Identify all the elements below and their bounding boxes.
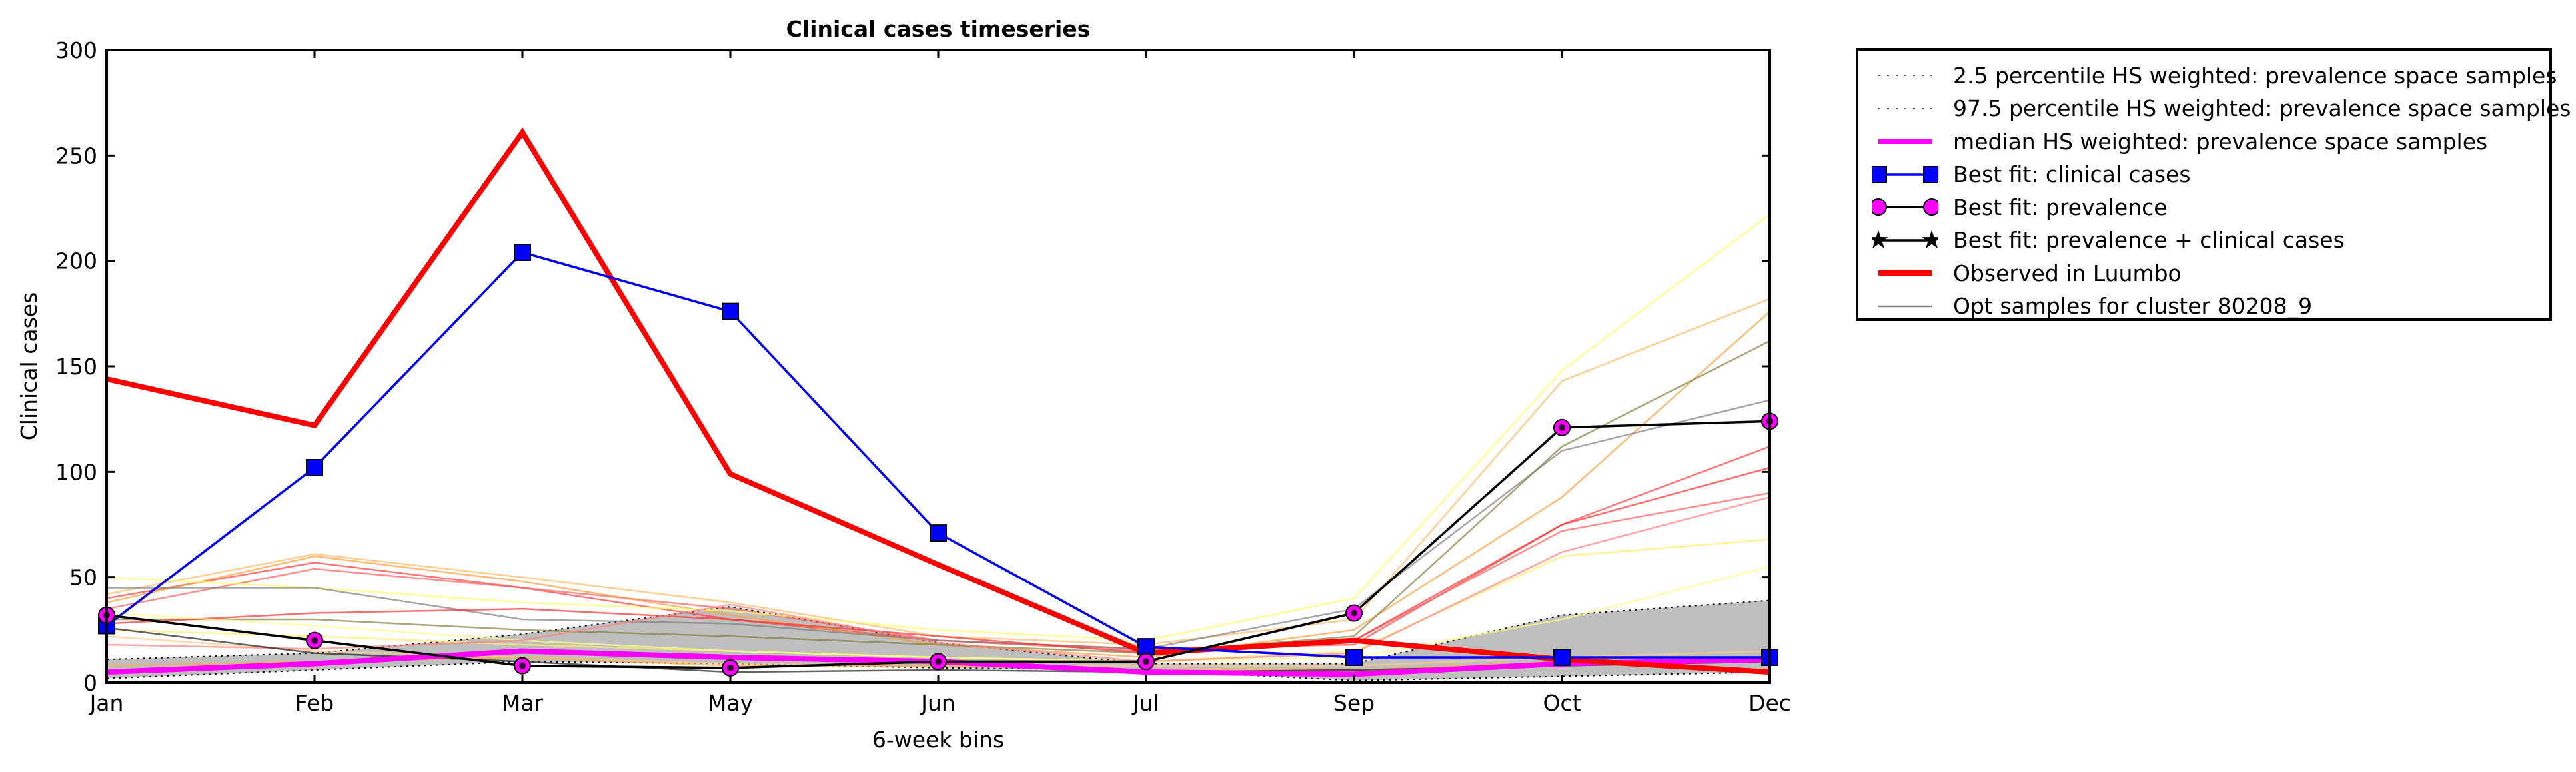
x-axis-label: 6-week bins (872, 727, 1004, 753)
legend-marker: ★ (1920, 225, 1938, 254)
best-fit-clinical-point (306, 459, 323, 476)
axes: Jan Feb Mar May Jun Jul Sep Oct Dec 0 50 100 150 200 2… (55, 37, 1791, 716)
legend-item: Opt samples for cluster 80208_9 (1872, 290, 2312, 323)
sample-line-7 (106, 466, 1770, 654)
y-tick-label: 200 (55, 248, 97, 274)
legend-item: Best fit: prevalence (1872, 191, 2168, 224)
legend-swatch (1878, 107, 1932, 109)
legend-swatch (1872, 198, 1938, 216)
best-fit-clinical-line (105, 251, 1770, 659)
legend-swatch (1878, 139, 1932, 144)
legend-label: Opt samples for cluster 80208_9 (1953, 293, 2313, 319)
sample-line-12 (106, 496, 1770, 663)
y-axis-label: Clinical cases (16, 292, 42, 441)
best-fit-combined-star-point (1351, 609, 1357, 617)
legend-swatch (1878, 75, 1932, 76)
x-tick-label: Oct (1543, 690, 1581, 716)
best-fit-combined-star-point (727, 664, 734, 671)
best-fit-combined-star-point (519, 662, 526, 669)
best-fit-combined-star-point (1143, 658, 1149, 665)
best-fit-clinical-point (1137, 638, 1155, 656)
percentile-2-5-line (106, 661, 1770, 681)
best-fit-clinical-point (930, 524, 947, 542)
legend-label: Best fit: clinical cases (1953, 161, 2191, 187)
best-fit-clinical-point (1345, 649, 1363, 666)
chart: Clinical cases timeseries Jan Feb Mar May Ju… (16, 16, 1791, 753)
legend-marker (1923, 165, 1938, 183)
legend-item: median HS weighted: prevalence space sam… (1872, 125, 2487, 158)
x-tick-label: Feb (295, 690, 334, 716)
x-tick-label: Mar (502, 690, 544, 716)
legend-marker (1923, 198, 1938, 216)
x-tick-label: Jan (89, 690, 124, 716)
legend-item: Best fit: clinical cases (1872, 158, 2191, 191)
best-fit-clinical-point (514, 244, 531, 261)
best-fit-combined-star-point (1559, 424, 1565, 431)
legend-marker (1872, 165, 1887, 183)
y-tick-label: 100 (55, 459, 97, 485)
y-tick-label: 50 (69, 565, 97, 591)
legend-item: 97.5 percentile HS weighted: prevalence … (1872, 92, 2571, 125)
best-fit-combined-star-point (935, 658, 942, 665)
legend-item: 2.5 percentile HS weighted: prevalence s… (1872, 59, 2557, 92)
y-tick-label: 300 (55, 37, 97, 63)
legend-item: Observed in Luumbo (1872, 256, 2182, 290)
legend: 2.5 percentile HS weighted: prevalence s… (1856, 48, 2571, 323)
legend-swatch (1878, 305, 1932, 307)
legend-label: median HS weighted: prevalence space sam… (1953, 128, 2488, 155)
sample-line-3 (106, 298, 1770, 646)
y-tick-label: 150 (55, 354, 97, 380)
plot-area (98, 127, 1778, 681)
y-tick-label: 250 (55, 143, 97, 169)
legend-label: 97.5 percentile HS weighted: prevalence … (1953, 95, 2571, 121)
legend-label: Best fit: prevalence + clinical cases (1953, 227, 2345, 253)
chart-title: Clinical cases timeseries (786, 16, 1091, 42)
sample-line-5 (107, 399, 1770, 650)
best-fit-combined-star-point (311, 637, 318, 644)
legend-label: 2.5 percentile HS weighted: prevalence s… (1953, 62, 2557, 89)
legend-item: ★ ★ Best fit: prevalence + clinical cases (1872, 224, 2345, 257)
legend-label: Observed in Luumbo (1953, 260, 2182, 286)
legend-swatch: ★ ★ (1872, 225, 1938, 254)
x-tick-label: May (708, 690, 753, 716)
x-tick-label: Jul (1131, 690, 1159, 716)
x-tick-label: Sep (1333, 690, 1375, 716)
best-fit-clinical-point (722, 302, 739, 320)
legend-swatch (1878, 270, 1932, 276)
best-fit-clinical-point (1553, 649, 1571, 666)
y-tick-label: 0 (83, 670, 97, 696)
legend-swatch (1872, 165, 1938, 183)
legend-label: Best fit: prevalence (1953, 194, 2168, 220)
legend-marker (1872, 198, 1887, 216)
sample-line-4 (106, 214, 1770, 641)
x-tick-label: Dec (1748, 690, 1791, 716)
observed-line (106, 127, 1770, 675)
legend-marker: ★ (1872, 225, 1890, 254)
sample-line-6 (107, 340, 1770, 654)
x-tick-label: Jun (920, 690, 956, 716)
